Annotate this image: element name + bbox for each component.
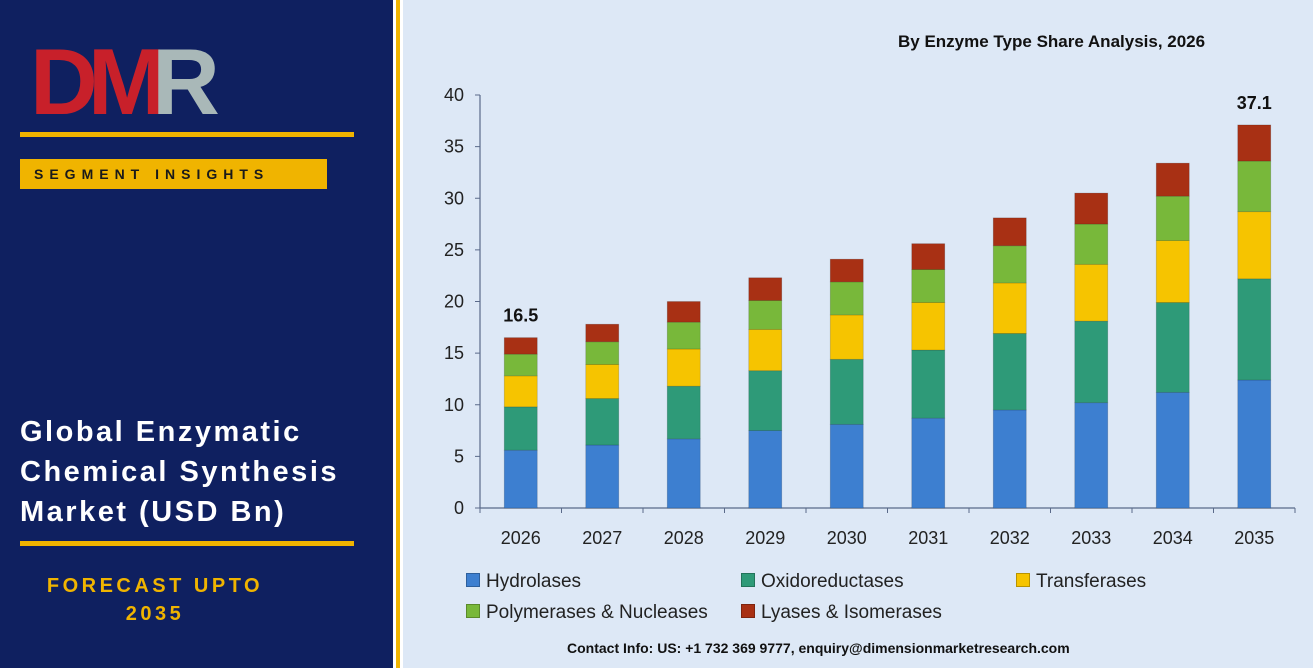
bar-segment bbox=[911, 269, 946, 303]
bar-segment bbox=[1074, 320, 1109, 404]
logo-text: DM bbox=[30, 38, 161, 120]
bar-segment bbox=[666, 438, 701, 509]
bar-segment bbox=[748, 370, 783, 431]
bar-segment bbox=[992, 217, 1027, 247]
x-tick-label: 2031 bbox=[908, 528, 948, 548]
legend-label: Oxidoreductases bbox=[761, 571, 904, 592]
bar-segment bbox=[748, 328, 783, 372]
bar-segment bbox=[992, 409, 1027, 509]
legend-item: Oxidoreductases bbox=[741, 572, 904, 592]
legend-label: Transferases bbox=[1036, 571, 1147, 592]
bar-segment bbox=[585, 364, 620, 399]
bar-segment bbox=[992, 333, 1027, 411]
x-tick-label: 2028 bbox=[664, 528, 704, 548]
dmr-logo: DM R bbox=[30, 38, 220, 120]
bar-segment bbox=[1237, 278, 1272, 381]
bar-segment bbox=[666, 385, 701, 440]
bar-segment bbox=[1237, 379, 1272, 509]
bar-segment bbox=[748, 430, 783, 509]
x-tick-label: 2029 bbox=[745, 528, 785, 548]
legend-item: Hydrolases bbox=[466, 572, 581, 592]
legend-swatch bbox=[741, 573, 755, 587]
bar-segment bbox=[503, 406, 538, 451]
x-tick-label: 2035 bbox=[1234, 528, 1274, 548]
panel-divider bbox=[393, 0, 403, 668]
bar-segment bbox=[829, 423, 864, 509]
left-panel: DM R SEGMENT INSIGHTS Global Enzymatic C… bbox=[0, 0, 393, 668]
forecast-label: FORECAST UPTO 2035 bbox=[46, 575, 264, 625]
legend-swatch bbox=[741, 604, 755, 618]
chart-title: By Enzyme Type Share Analysis, 2026 bbox=[898, 32, 1206, 51]
bar-segment bbox=[829, 258, 864, 283]
bar-segment bbox=[585, 341, 620, 365]
bar-segment bbox=[829, 358, 864, 425]
y-tick-label: 20 bbox=[444, 292, 464, 312]
data-label: 37.1 bbox=[1237, 93, 1272, 113]
divider-line-top bbox=[20, 132, 354, 137]
bar-segment bbox=[748, 300, 783, 330]
x-tick-label: 2032 bbox=[990, 528, 1030, 548]
legend-label: Polymerases & Nucleases bbox=[486, 602, 708, 623]
bar-segment bbox=[1074, 223, 1109, 265]
bar-segment bbox=[503, 375, 538, 408]
x-tick-label: 2034 bbox=[1153, 528, 1193, 548]
y-tick-label: 35 bbox=[444, 137, 464, 157]
bar-segment bbox=[1074, 402, 1109, 509]
bar-segment bbox=[585, 323, 620, 343]
y-tick-label: 5 bbox=[454, 446, 464, 466]
legend-item: Lyases & Isomerases bbox=[741, 603, 942, 623]
bar-segment bbox=[1155, 162, 1190, 197]
legend-swatch bbox=[466, 604, 480, 618]
legend-swatch bbox=[466, 573, 480, 587]
bar-segment bbox=[503, 337, 538, 355]
stacked-bar-chart: 0 5 10 15 20 25 30 35 40 2026 2027 2028 2029 2030 2031… bbox=[444, 85, 1296, 548]
y-tick-label: 0 bbox=[454, 498, 464, 518]
bar-segment bbox=[1155, 195, 1190, 241]
bar-segment bbox=[585, 398, 620, 446]
y-tick-label: 30 bbox=[444, 188, 464, 208]
bar-segment bbox=[829, 281, 864, 316]
bar-segment bbox=[1074, 192, 1109, 225]
bar-segment bbox=[911, 302, 946, 351]
legend-item: Transferases bbox=[1016, 572, 1146, 592]
bar-segment bbox=[911, 417, 946, 509]
bar-segment bbox=[1237, 160, 1272, 213]
y-tick-label: 25 bbox=[444, 240, 464, 260]
bar-segment bbox=[748, 277, 783, 301]
bar-segment bbox=[666, 301, 701, 323]
bar-segment bbox=[1155, 391, 1190, 509]
segment-insights-badge: SEGMENT INSIGHTS bbox=[20, 159, 327, 189]
bar-segment bbox=[1155, 302, 1190, 393]
x-tick-label: 2027 bbox=[582, 528, 622, 548]
bar-segment bbox=[992, 282, 1027, 334]
x-tick-label: 2033 bbox=[1071, 528, 1111, 548]
bar-segment bbox=[666, 321, 701, 350]
bar-segment bbox=[992, 245, 1027, 284]
bar-segment bbox=[1155, 240, 1190, 303]
bar-segment bbox=[829, 314, 864, 360]
bar-segment bbox=[1237, 211, 1272, 280]
legend-label: Lyases & Isomerases bbox=[761, 602, 942, 623]
bar-segment bbox=[911, 243, 946, 270]
x-tick-label: 2026 bbox=[501, 528, 541, 548]
data-label: 16.5 bbox=[503, 306, 538, 326]
legend-label: Hydrolases bbox=[486, 571, 582, 592]
y-tick-label: 15 bbox=[444, 343, 464, 363]
bar-segment bbox=[585, 444, 620, 509]
bar-segment bbox=[503, 449, 538, 509]
legend-swatch bbox=[1016, 573, 1030, 587]
divider-line-bottom bbox=[20, 541, 354, 546]
legend-item: Polymerases & Nucleases bbox=[466, 603, 708, 623]
y-tick-label: 40 bbox=[444, 85, 464, 105]
bar-segment bbox=[911, 349, 946, 419]
x-tick-label: 2030 bbox=[827, 528, 867, 548]
bar-segment bbox=[666, 348, 701, 387]
logo-text-r: R bbox=[152, 38, 220, 120]
bar-segment bbox=[503, 353, 538, 377]
contact-info: Contact Info: US: +1 732 369 9777, enqui… bbox=[567, 640, 1070, 656]
y-tick-label: 10 bbox=[444, 395, 464, 415]
bar-segment bbox=[1074, 263, 1109, 322]
market-title: Global Enzymatic Chemical Synthesis Mark… bbox=[20, 416, 339, 528]
bar-segment bbox=[1237, 124, 1272, 162]
